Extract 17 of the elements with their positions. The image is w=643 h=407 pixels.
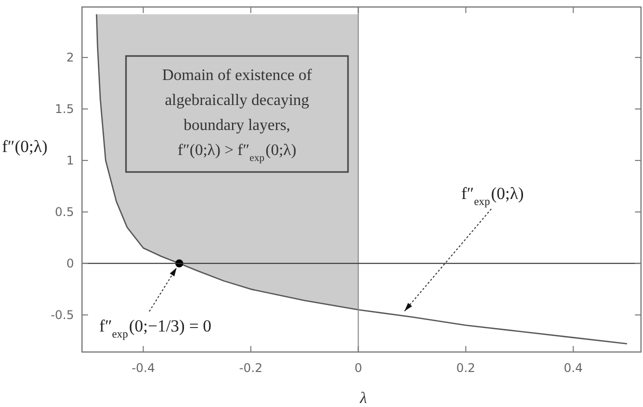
- x-tick-label: 0.2: [456, 361, 476, 375]
- annotation: f″$_{exp}$(0;λ): [461, 184, 524, 208]
- x-axis-title: λ: [359, 390, 368, 407]
- x-tick-label: -0.4: [132, 361, 155, 375]
- line-series: [96, 14, 628, 344]
- annotation: f″$_{exp}$(0;−1/3) = 0: [99, 316, 212, 340]
- y-tick-label: 0: [66, 256, 74, 270]
- y-tick-label: -0.5: [50, 308, 74, 322]
- annotation: Domain of existence of algebraically decaying boundary layers, f″(0;λ) > f″$_{exp}$(0;λ): [162, 67, 313, 164]
- x-tick-label: 0.4: [564, 361, 583, 375]
- y-tick-label: 2: [66, 50, 74, 64]
- x-tick-label: -0.2: [239, 361, 262, 375]
- x-tick-label: 0: [354, 361, 362, 375]
- y-tick-label: 1.5: [54, 102, 74, 116]
- y-tick-label: 0.5: [54, 204, 74, 219]
- y-axis-title: f″(0;λ): [2, 137, 48, 156]
- y-tick-label: 1: [66, 153, 74, 168]
